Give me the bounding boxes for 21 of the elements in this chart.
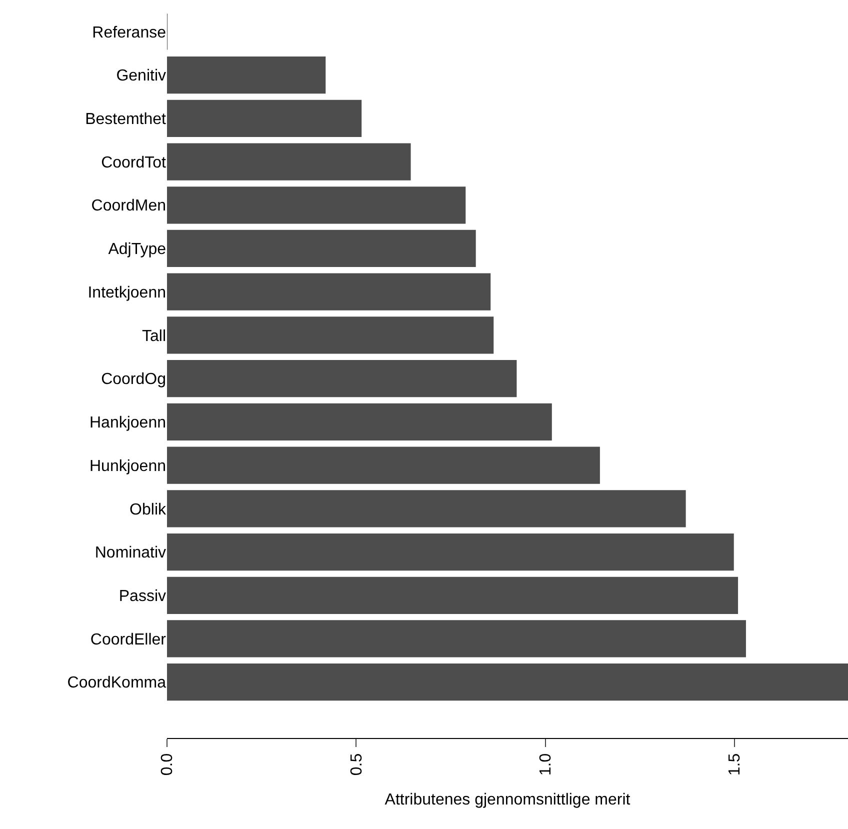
x-tick-label: 1.0 <box>538 753 555 776</box>
x-axis-title: Attributenes gjennomsnittlige merit <box>384 791 631 808</box>
y-tick-label: Passiv <box>118 588 166 605</box>
y-tick-label: Hunkjoenn <box>90 458 166 475</box>
y-tick-label: Intetkjoenn <box>88 284 166 302</box>
y-tick-label: Referanse <box>92 24 166 42</box>
y-tick-label: Genitiv <box>116 68 166 85</box>
x-tick-label: 0.5 <box>348 753 366 776</box>
y-tick-label: Nominativ <box>94 544 166 562</box>
y-tick-label: CoordMen <box>91 198 166 215</box>
y-tick-label: Tall <box>142 328 166 345</box>
y-tick-label: CoordOg <box>101 371 166 388</box>
y-tick-label: CoordKomma <box>67 674 166 692</box>
y-tick-label: CoordEller <box>90 631 167 648</box>
x-tick-label: 1.5 <box>726 753 744 776</box>
x-tick-label: 0.0 <box>159 753 176 776</box>
y-tick-label: AdjType <box>108 241 166 258</box>
y-tick-label: Bestemthet <box>85 111 167 128</box>
y-tick-label: Oblik <box>130 501 167 518</box>
y-tick-label: CoordTot <box>101 154 167 172</box>
y-tick-label: Hankjoenn <box>90 414 166 432</box>
